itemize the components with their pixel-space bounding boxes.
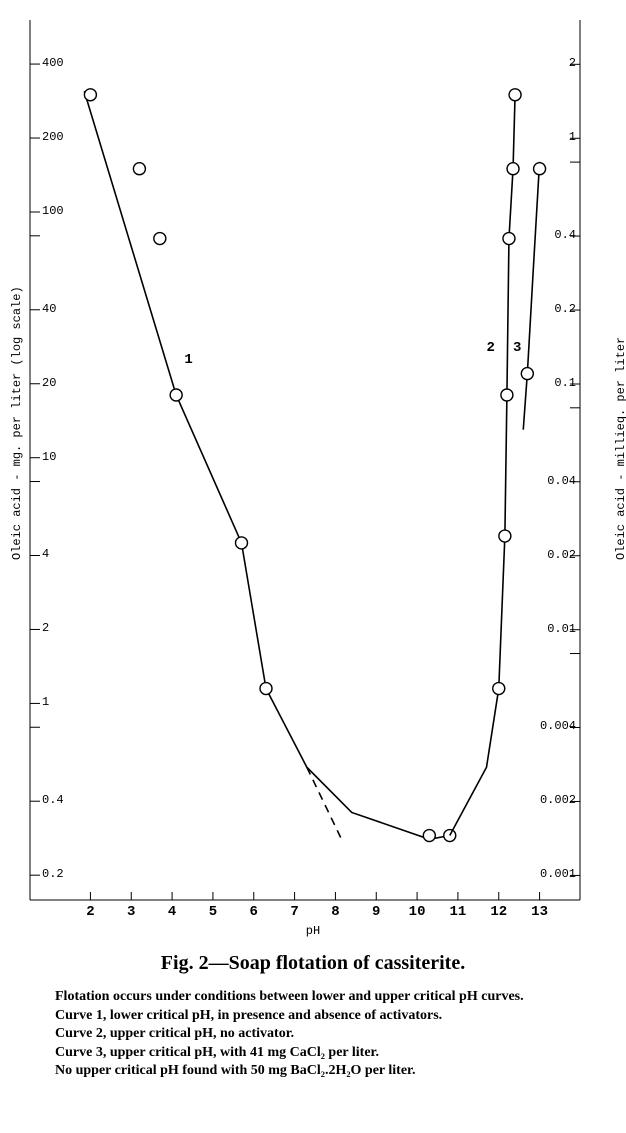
y-left-tick-label: 40	[42, 302, 76, 316]
caption-line: No upper critical pH found with 50 mg Ba…	[55, 1062, 586, 1080]
y-left-tick-label: 100	[42, 204, 76, 218]
x-tick-label: 7	[285, 904, 305, 920]
caption-line: Flotation occurs under conditions betwee…	[55, 988, 586, 1006]
y-right-tick-label: 0.4	[530, 228, 576, 242]
x-tick-label: 2	[80, 904, 100, 920]
y-left-tick-label: 1	[42, 695, 76, 709]
x-tick-label: 6	[244, 904, 264, 920]
y-left-tick-label: 0.2	[42, 867, 76, 881]
curve-label: 1	[184, 352, 192, 368]
y-right-tick-label: 2	[530, 56, 576, 70]
figure-container: Oleic acid - mg. per liter (log scale) O…	[0, 0, 626, 1133]
x-tick-label: 5	[203, 904, 223, 920]
y-left-tick-label: 2	[42, 621, 76, 635]
x-tick-label: 11	[448, 904, 468, 920]
x-tick-label: 3	[121, 904, 141, 920]
y-left-tick-label: 400	[42, 56, 76, 70]
y-right-tick-label: 0.001	[530, 867, 576, 881]
y-left-tick-label: 200	[42, 130, 76, 144]
curve-label: 3	[513, 340, 521, 356]
x-tick-label: 10	[407, 904, 427, 920]
y-left-tick-label: 20	[42, 376, 76, 390]
y-right-tick-label: 0.002	[530, 793, 576, 807]
caption-line: Curve 1, lower critical pH, in presence …	[55, 1007, 586, 1025]
y-right-tick-label: 0.04	[530, 474, 576, 488]
x-tick-label: 4	[162, 904, 182, 920]
y-left-tick-label: 0.4	[42, 793, 76, 807]
y-right-tick-label: 0.1	[530, 376, 576, 390]
caption-line: Curve 2, upper critical pH, no activator…	[55, 1025, 586, 1043]
y-right-tick-label: 0.01	[530, 622, 576, 636]
y-left-axis-title: Oleic acid - mg. per liter (log scale)	[10, 286, 24, 560]
figure-caption: Flotation occurs under conditions betwee…	[55, 988, 586, 1081]
y-right-tick-label: 1	[530, 130, 576, 144]
x-tick-label: 13	[530, 904, 550, 920]
y-left-tick-label: 4	[42, 547, 76, 561]
y-right-tick-label: 0.2	[530, 302, 576, 316]
caption-line: Curve 3, upper critical pH, with 41 mg C…	[55, 1044, 586, 1062]
x-tick-label: 8	[325, 904, 345, 920]
y-right-axis-title: Oleic acid - millieq. per liter	[614, 337, 626, 560]
figure-title: Fig. 2—Soap flotation of cassiterite.	[0, 952, 626, 975]
y-right-tick-label: 0.004	[530, 719, 576, 733]
x-axis-title: pH	[0, 924, 626, 938]
y-left-tick-label: 10	[42, 450, 76, 464]
x-tick-label: 9	[366, 904, 386, 920]
y-right-tick-label: 0.02	[530, 548, 576, 562]
x-tick-label: 12	[489, 904, 509, 920]
curve-label: 2	[487, 340, 495, 356]
